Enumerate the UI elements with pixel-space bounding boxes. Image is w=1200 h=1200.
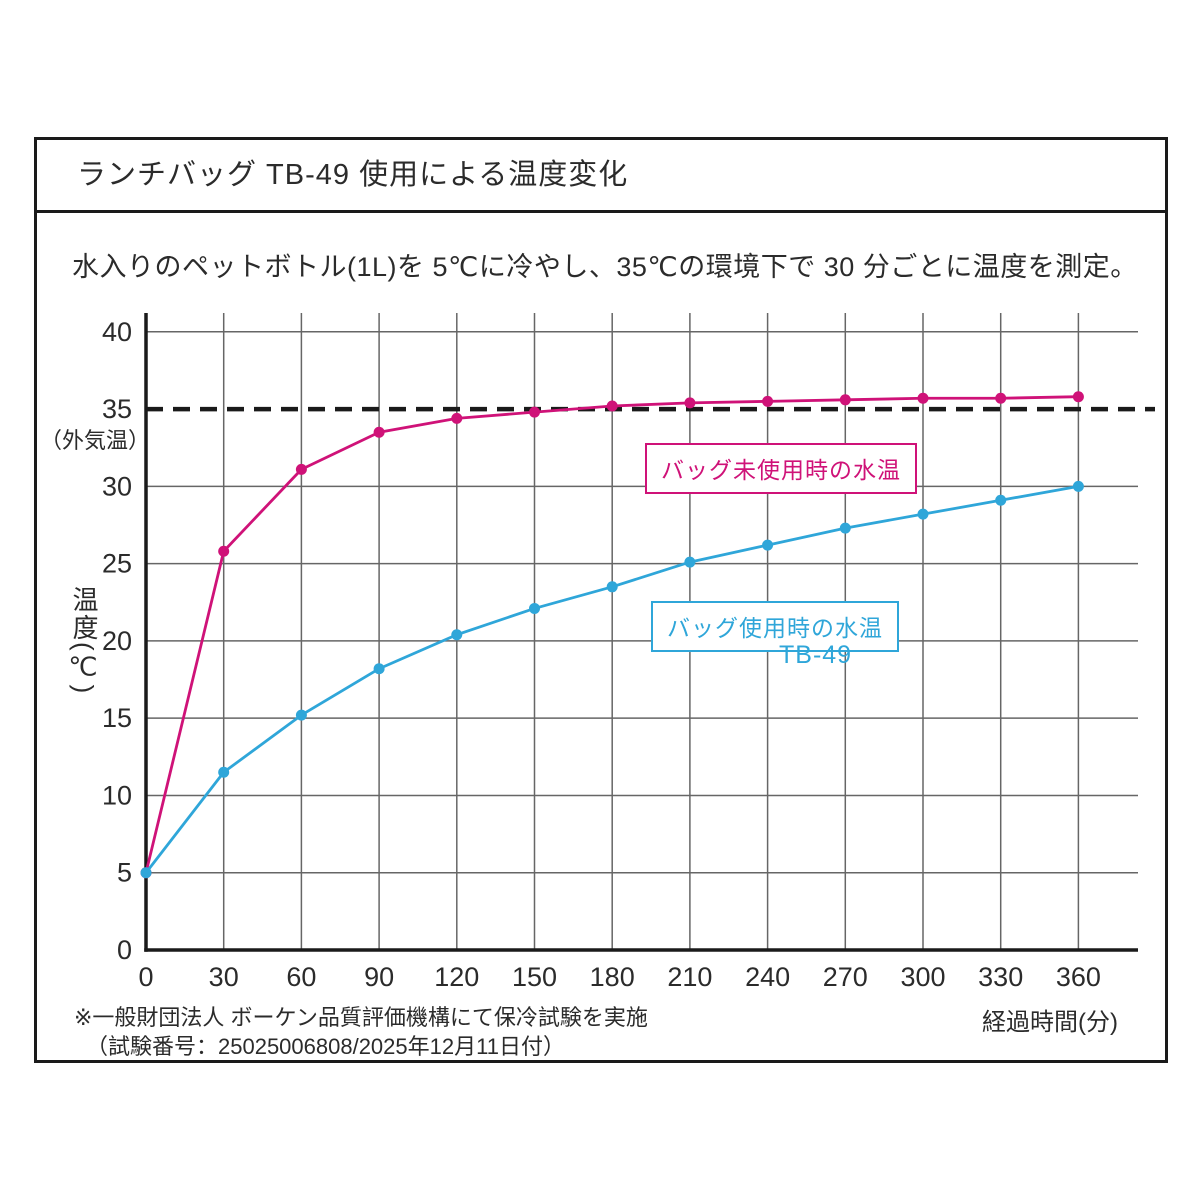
footnote-test-org: ※一般財団法人 ボーケン品質評価機構にて保冷試験を実施 (74, 1005, 648, 1030)
legend-bag-unused: バッグ未使用時の水温 (645, 443, 917, 494)
footnote-test-number: （試験番号：25025006808/2025年12月11日付） (86, 1034, 565, 1059)
page-title: ランチバッグ TB-49 使用による温度変化 (77, 159, 629, 191)
y-axis-title: 温度(℃) (69, 586, 99, 696)
x-axis-title: 経過時間(分) (982, 1009, 1118, 1036)
title-band: ランチバッグ TB-49 使用による温度変化 (37, 140, 1165, 213)
product-code-label: TB-49 (779, 641, 853, 669)
legend-bag-used: バッグ使用時の水温 (651, 601, 899, 652)
chart-subtitle: 水入りのペットボトル(1L)を 5℃に冷やし、35℃の環境下で 30 分ごとに温… (72, 252, 1138, 282)
outside-temp-label: （外気温） (40, 428, 151, 453)
chart-frame: ランチバッグ TB-49 使用による温度変化 (34, 137, 1168, 1063)
